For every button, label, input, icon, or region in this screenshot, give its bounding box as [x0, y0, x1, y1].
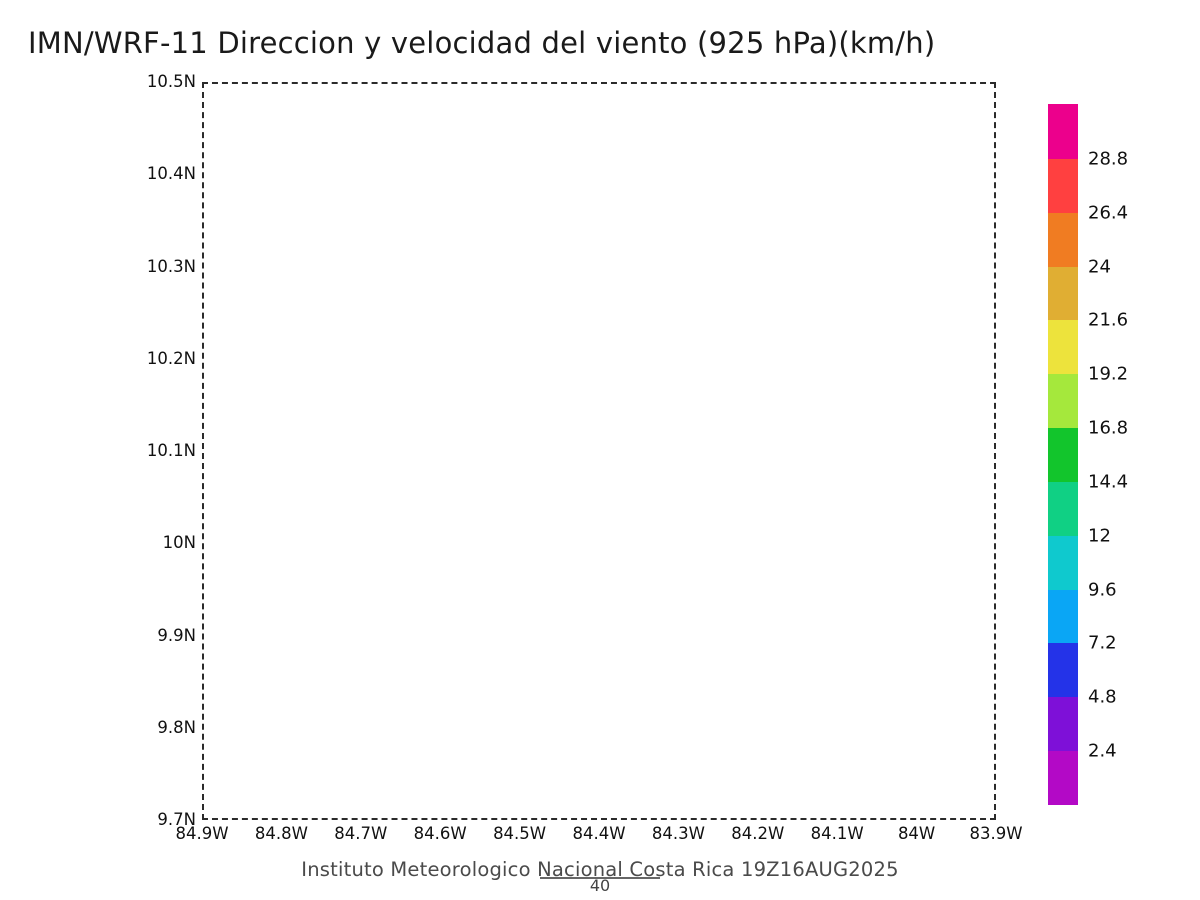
y-tick-label: 9.7N: [157, 810, 196, 830]
colorbar-tick-label: 24: [1088, 256, 1111, 278]
y-tick-label: 9.8N: [157, 717, 196, 737]
y-tick-label: 10.5N: [146, 72, 196, 92]
y-tick-label: 10.4N: [146, 164, 196, 184]
colorbar-tick-label: 7.2: [1088, 632, 1117, 654]
y-tick-label: 10.1N: [146, 441, 196, 461]
y-tick-label: 10.2N: [146, 348, 196, 368]
x-tick-label: 83.9W: [969, 824, 1023, 843]
colorbar-tick-label: 28.8: [1088, 148, 1129, 170]
x-axis-ticks: 84.9W 84.8W 84.7W 84.6W 84.5W 84.4W 84.3W 84.2W…: [175, 824, 1022, 854]
colorbar-segment: [1048, 427, 1078, 482]
reference-vector-label: 40: [589, 876, 611, 895]
colorbar[interactable]: 2.4 4.8 7.2 9.6 12 14.4 16.8 19.2 21.6 24 26.4 28.8: [1048, 104, 1128, 805]
colorbar-segment: [1048, 750, 1078, 805]
page-title: IMN/WRF-11 Direccion y velocidad del vie…: [28, 26, 936, 60]
x-tick-label: 84.5W: [493, 824, 547, 843]
colorbar-tick-label: 2.4: [1088, 740, 1117, 762]
footer-credit: Instituto Meteorologico Nacional Costa R…: [301, 858, 899, 881]
colorbar-tick-label: 16.8: [1088, 417, 1129, 439]
x-tick-label: 84.2W: [731, 824, 785, 843]
y-tick-label: 9.9N: [157, 625, 196, 645]
colorbar-segment: [1048, 158, 1078, 213]
reference-vector-icon: [540, 877, 660, 879]
x-tick-label: 84.1W: [810, 824, 864, 843]
y-tick-label: 10N: [162, 533, 196, 553]
colorbar-segment: [1048, 212, 1078, 267]
map-plot-area[interactable]: VBSRAISJCE: [202, 82, 996, 820]
colorbar-tick-label: 19.2: [1088, 363, 1129, 385]
x-tick-label: 84.9W: [175, 824, 229, 843]
y-tick-label: 10.3N: [146, 256, 196, 276]
x-tick-label: 84.7W: [334, 824, 388, 843]
x-tick-label: 84.8W: [254, 824, 308, 843]
colorbar-tick-label: 14.4: [1088, 471, 1129, 493]
colorbar-segment: [1048, 481, 1078, 536]
colorbar-segment: [1048, 319, 1078, 375]
colorbar-tick-label: 21.6: [1088, 309, 1129, 331]
colorbar-segment: [1048, 265, 1078, 321]
colorbar-tick-label: 12: [1088, 525, 1111, 547]
plot-frame: [202, 82, 996, 820]
colorbar-segment: [1048, 696, 1078, 752]
colorbar-segment: [1048, 104, 1078, 159]
x-tick-label: 84.6W: [413, 824, 467, 843]
colorbar-tick-label: 26.4: [1088, 202, 1129, 224]
colorbar-segment: [1048, 373, 1078, 429]
x-tick-label: 84.3W: [651, 824, 705, 843]
colorbar-segment: [1048, 535, 1078, 590]
colorbar-tick-label: 4.8: [1088, 686, 1117, 708]
x-tick-label: 84.4W: [572, 824, 626, 843]
y-axis-ticks: 10.5N 10.4N 10.3N 10.2N 10.1N 10N 9.9N 9.8N 9.7N: [0, 72, 1200, 829]
colorbar-segment: [1048, 642, 1078, 698]
colorbar-segment: [1048, 589, 1078, 644]
colorbar-tick-label: 9.6: [1088, 579, 1117, 601]
x-tick-label: 84W: [897, 824, 936, 843]
